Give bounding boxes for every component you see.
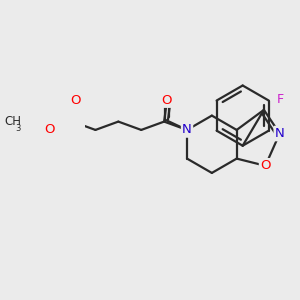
Text: O: O bbox=[260, 159, 271, 172]
Text: O: O bbox=[70, 94, 81, 106]
Text: O: O bbox=[44, 123, 55, 136]
Text: F: F bbox=[278, 126, 285, 139]
Text: N: N bbox=[182, 123, 192, 136]
Text: F: F bbox=[277, 93, 284, 106]
Text: N: N bbox=[275, 127, 285, 140]
Text: 3: 3 bbox=[16, 124, 21, 134]
Text: CH: CH bbox=[4, 115, 21, 128]
Text: O: O bbox=[162, 94, 172, 106]
